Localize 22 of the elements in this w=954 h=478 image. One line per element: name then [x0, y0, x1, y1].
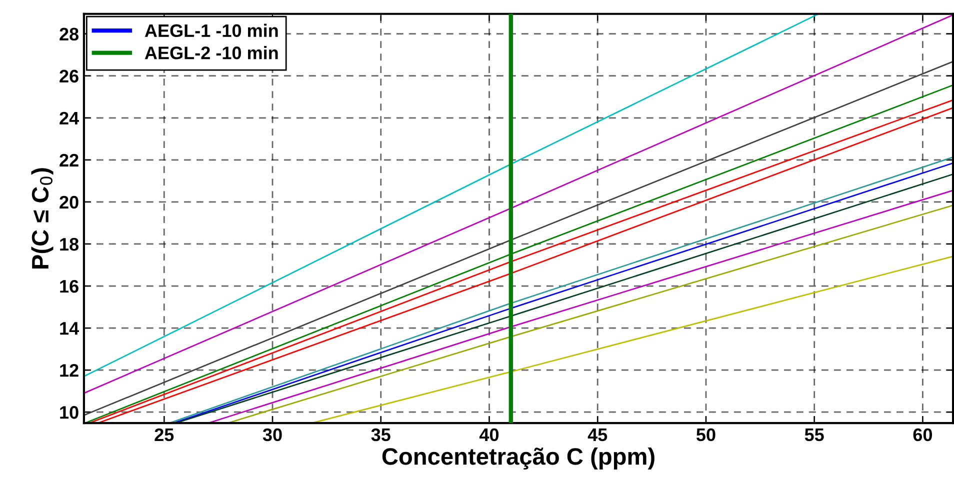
- y-tick-label: 26: [60, 70, 78, 83]
- x-tick-label: 60: [913, 428, 932, 442]
- y-tick-label: 22: [60, 154, 78, 166]
- x-tick-label: 45: [588, 428, 608, 442]
- legend-label: AEGL-1 -10 min: [144, 24, 278, 38]
- x-tick-label: 30: [262, 428, 282, 442]
- x-axis-title: Concentetração C (ppm): [382, 448, 654, 470]
- y-tick-label: 10: [60, 406, 78, 419]
- legend-label: AEGL-2 -10 min: [144, 46, 278, 60]
- y-axis-title: P(C ≤ C$_{0}$): [31, 168, 54, 268]
- x-tick-label: 35: [371, 428, 390, 442]
- x-tick-label: 25: [154, 428, 174, 442]
- y-tick-label: 20: [60, 196, 78, 209]
- y-tick-label: 16: [60, 280, 78, 293]
- y-tick-label: 18: [60, 238, 79, 251]
- x-tick-label: 40: [479, 428, 499, 442]
- y-tick-label: 28: [60, 28, 79, 41]
- y-tick-label: 12: [60, 364, 78, 377]
- x-tick-label: 55: [804, 428, 824, 442]
- y-tick-label: 24: [60, 112, 79, 124]
- x-tick-label: 50: [696, 428, 716, 442]
- y-tick-label: 14: [60, 322, 79, 335]
